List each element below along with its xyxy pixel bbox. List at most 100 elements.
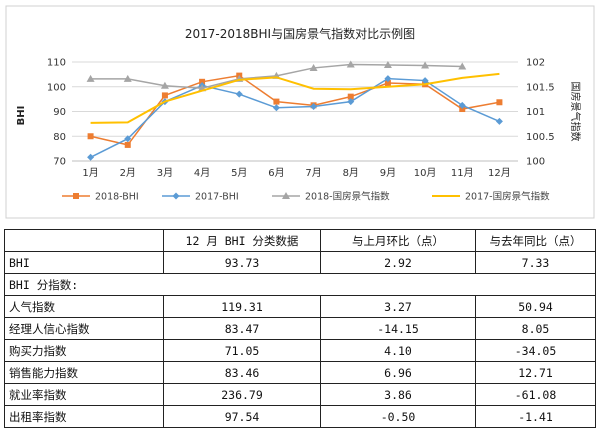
- row-mom: 3.86: [320, 383, 476, 406]
- x-tick-label: 6月: [268, 167, 284, 179]
- legend-marker: [73, 193, 79, 199]
- row-yoy: -1.41: [475, 405, 596, 428]
- table-row: 经理人信心指数 83.47 -14.15 8.05: [4, 317, 596, 340]
- data-point: [124, 141, 131, 148]
- row-label: 人气指数: [4, 295, 164, 318]
- x-tick-label: 7月: [305, 167, 321, 179]
- x-tick-label: 4月: [194, 167, 210, 179]
- section-label: BHI 分指数:: [4, 273, 596, 296]
- row-label: 购买力指数: [4, 339, 164, 362]
- data-point: [459, 106, 466, 113]
- data-point: [123, 74, 132, 82]
- row-yoy: -34.05: [475, 339, 596, 362]
- row-yoy: 7.33: [475, 251, 596, 274]
- row-value: 83.46: [163, 361, 321, 384]
- row-label: BHI: [4, 251, 164, 274]
- row-value: 97.54: [163, 405, 321, 428]
- y-right-tick-label: 100.5: [526, 132, 555, 143]
- data-point: [458, 101, 466, 109]
- y-left-axis-label: BHI: [16, 106, 27, 126]
- data-point: [86, 74, 95, 82]
- table-section-row: BHI 分指数:: [4, 273, 596, 296]
- x-tick-label: 1月: [82, 167, 98, 179]
- row-mom: -14.15: [320, 317, 476, 340]
- x-tick-label: 8月: [343, 167, 359, 179]
- legend-label: 2018-国房景气指数: [305, 191, 390, 203]
- row-label: 销售能力指数: [4, 361, 164, 384]
- row-mom: 3.27: [320, 295, 476, 318]
- row-label: 出租率指数: [4, 405, 164, 428]
- table-row: 就业率指数 236.79 3.86 -61.08: [4, 383, 596, 406]
- x-tick-label: 10月: [414, 167, 437, 179]
- header-bhi-data: 12 月 BHI 分类数据: [163, 229, 321, 252]
- x-tick-label: 9月: [380, 167, 396, 179]
- data-point: [235, 90, 243, 98]
- bhi-data-table: 12 月 BHI 分类数据 与上月环比（点） 与去年同比（点） BHI 93.7…: [4, 229, 596, 428]
- y-left-tick-label: 90: [53, 107, 66, 118]
- y-left-tick-label: 100: [47, 82, 66, 93]
- x-tick-label: 12月: [488, 167, 511, 179]
- row-mom: -0.50: [320, 405, 476, 428]
- row-mom: 2.92: [320, 251, 476, 274]
- table-row-bhi: BHI 93.73 2.92 7.33: [4, 251, 596, 274]
- table-row: 人气指数 119.31 3.27 50.94: [4, 295, 596, 318]
- row-yoy: -61.08: [475, 383, 596, 406]
- legend-label: 2017-国房景气指数: [465, 191, 550, 203]
- x-tick-label: 3月: [157, 167, 173, 179]
- row-value: 119.31: [163, 295, 321, 318]
- data-point: [87, 133, 94, 140]
- row-value: 83.47: [163, 317, 321, 340]
- table-row: 购买力指数 71.05 4.10 -34.05: [4, 339, 596, 362]
- header-yoy: 与去年同比（点）: [475, 229, 596, 252]
- y-right-axis-label: 国房景气指数: [569, 82, 582, 142]
- row-yoy: 8.05: [475, 317, 596, 340]
- data-point: [199, 78, 206, 85]
- data-point: [496, 99, 503, 106]
- table-row: 出租率指数 97.54 -0.50 -1.41: [4, 405, 596, 428]
- data-point: [124, 135, 132, 143]
- data-point: [309, 63, 318, 71]
- data-point: [458, 62, 467, 70]
- x-tick-label: 11月: [451, 167, 474, 179]
- data-point: [421, 77, 429, 85]
- data-point: [273, 98, 280, 105]
- data-point: [384, 80, 391, 87]
- data-point: [160, 81, 169, 89]
- data-point: [161, 92, 168, 99]
- data-point: [87, 153, 95, 161]
- data-point: [346, 60, 355, 68]
- chart-title: 2017-2018BHI与国房景气指数对比示例图: [185, 26, 415, 41]
- row-yoy: 12.71: [475, 361, 596, 384]
- row-label: 就业率指数: [4, 383, 164, 406]
- data-point: [310, 103, 318, 111]
- line-chart: 2017-2018BHI与国房景气指数对比示例图 70 80 90 100 110 100 1…: [5, 5, 595, 219]
- data-point: [272, 104, 280, 112]
- y-left-tick-label: 80: [53, 132, 66, 143]
- x-tick-label: 5月: [231, 167, 247, 179]
- y-right-tick-label: 101.5: [526, 82, 555, 93]
- legend-label: 2017-BHI: [195, 192, 239, 203]
- y-right-tick-label: 101: [526, 107, 545, 118]
- header-empty: [4, 229, 164, 252]
- data-point: [347, 93, 354, 100]
- x-tick-label: 2月: [120, 167, 136, 179]
- row-value: 71.05: [163, 339, 321, 362]
- row-mom: 4.10: [320, 339, 476, 362]
- legend-marker: [282, 192, 290, 199]
- y-right-tick-label: 102: [526, 58, 545, 69]
- data-point: [495, 117, 503, 125]
- y-left-tick-label: 70: [53, 157, 66, 168]
- series-line-4: [90, 72, 500, 124]
- data-point: [383, 60, 392, 68]
- row-value: 93.73: [163, 251, 321, 274]
- row-label: 经理人信心指数: [4, 317, 164, 340]
- row-mom: 6.96: [320, 361, 476, 384]
- header-mom: 与上月环比（点）: [320, 229, 476, 252]
- data-point: [384, 75, 392, 83]
- table-row: 销售能力指数 83.46 6.96 12.71: [4, 361, 596, 384]
- table-header-row: 12 月 BHI 分类数据 与上月环比（点） 与去年同比（点）: [4, 229, 596, 252]
- row-yoy: 50.94: [475, 295, 596, 318]
- data-point: [421, 61, 430, 69]
- series-line-1: [90, 74, 500, 146]
- row-value: 236.79: [163, 383, 321, 406]
